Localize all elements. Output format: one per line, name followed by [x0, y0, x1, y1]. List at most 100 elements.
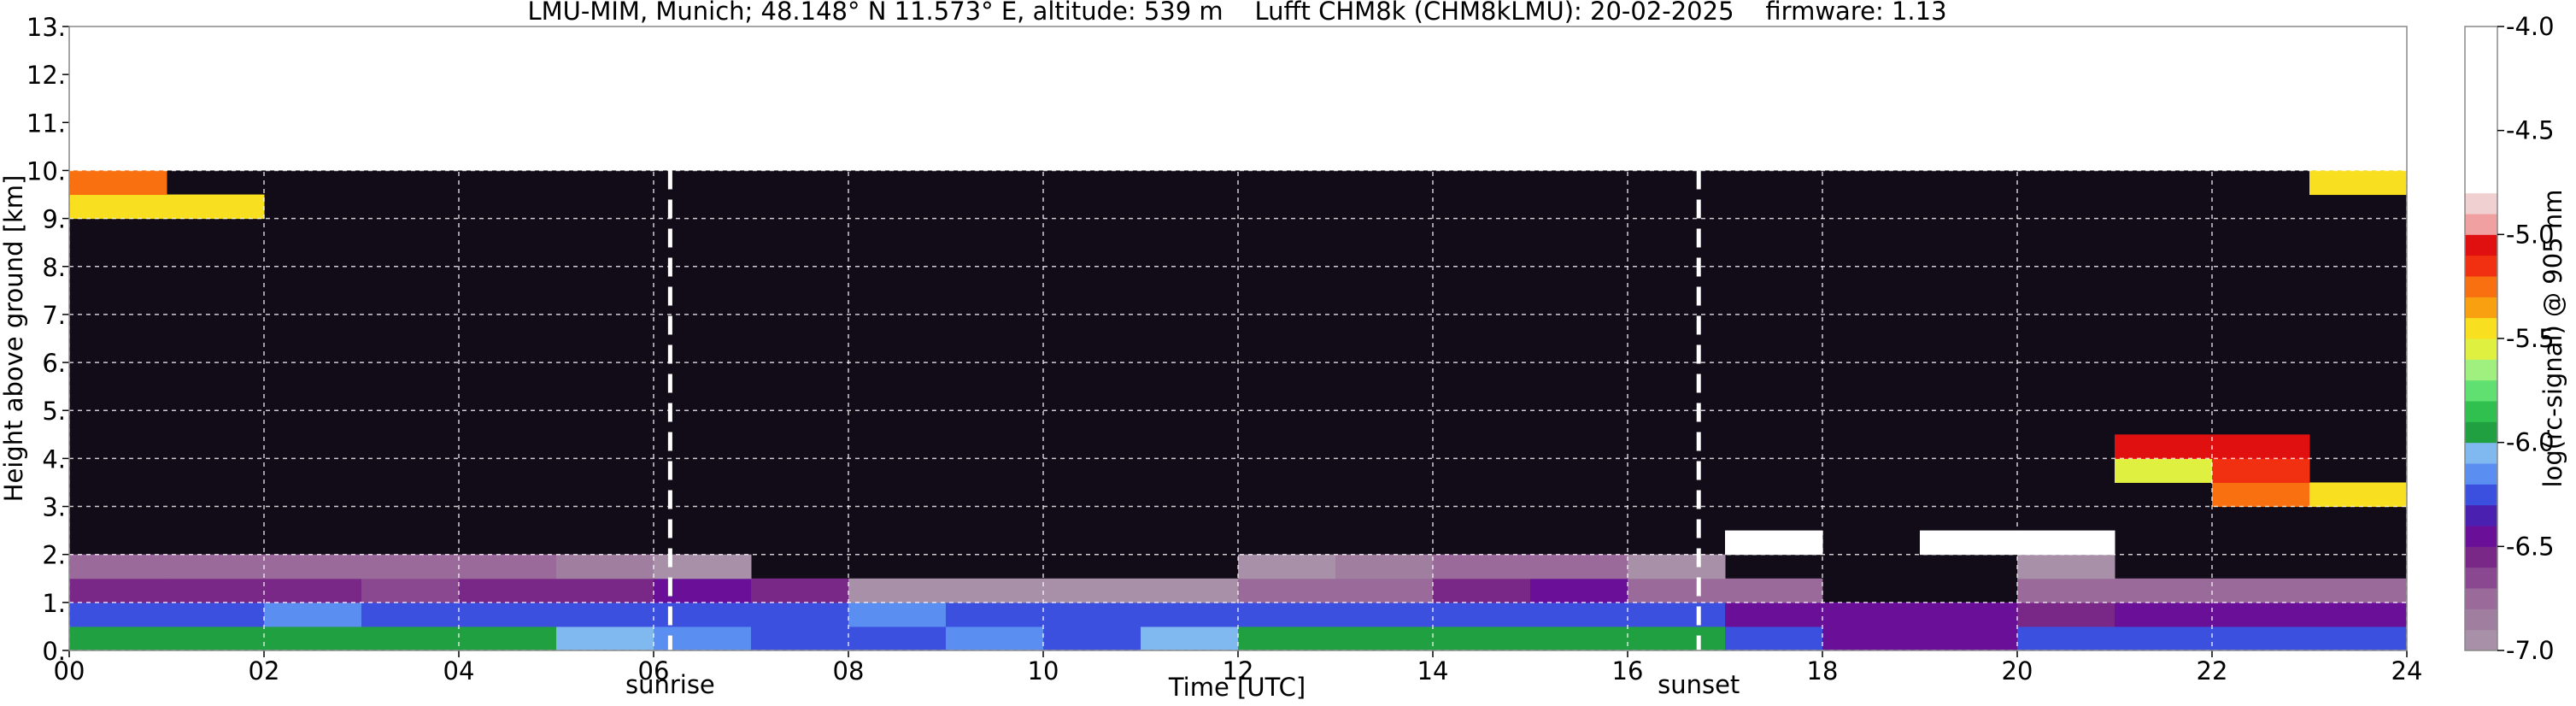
heatmap-cell	[1335, 626, 1434, 651]
heatmap-cell	[1238, 626, 1336, 651]
colorbar-tick-label: -6.5	[2506, 532, 2555, 561]
colorbar-band	[2465, 526, 2497, 547]
heatmap-cell	[1920, 602, 2018, 627]
heatmap-cell	[751, 602, 849, 627]
heatmap-cell	[1433, 602, 1531, 627]
heatmap-cell	[2212, 434, 2310, 459]
y-tick-label: 11.	[26, 109, 66, 138]
heatmap-cell	[1530, 602, 1628, 627]
x-tick-label: 24	[2391, 656, 2423, 685]
y-tick-label: 8.	[42, 253, 66, 282]
x-tick-label: 08	[833, 656, 865, 685]
colorbar-band	[2465, 26, 2497, 48]
plot-frame	[68, 26, 2408, 651]
x-tick-label: 18	[1807, 656, 1839, 685]
y-tick-label: 4.	[42, 444, 66, 474]
heatmap-cell	[1725, 602, 1823, 627]
heatmap-cell	[167, 602, 265, 627]
colorbar-band	[2465, 421, 2497, 444]
colorbar-band	[2465, 463, 2497, 485]
heatmap-cell	[2212, 482, 2310, 508]
colorbar-tick-label: -4.5	[2506, 116, 2555, 145]
colorbar-band	[2465, 192, 2497, 215]
heatmap-cell	[2309, 578, 2408, 603]
heatmap-cell	[1920, 626, 2018, 651]
heatmap-cell	[2212, 602, 2310, 627]
heatmap-cell	[1530, 554, 1628, 580]
colorbar-band	[2465, 130, 2497, 152]
heatmap-cell	[2115, 602, 2213, 627]
heatmap-cell	[167, 554, 265, 580]
heatmap-cell	[1335, 578, 1434, 603]
colorbar-band	[2465, 338, 2497, 360]
heatmap-cell	[1530, 578, 1628, 603]
heatmap-cell	[69, 578, 167, 603]
heatmap-cell	[1043, 602, 1141, 627]
heatmap-cell	[1238, 554, 1336, 580]
heatmap-cell	[361, 602, 460, 627]
y-tick-label: 1.	[42, 589, 66, 618]
heatmap-cell	[556, 626, 654, 651]
colorbar-band	[2465, 255, 2497, 277]
heatmap-cell	[167, 578, 265, 603]
heatmap-cell	[1238, 578, 1336, 603]
y-tick-label: 3.	[42, 493, 66, 522]
heatmap-cell	[1141, 602, 1239, 627]
y-tick-label: 0.	[42, 637, 66, 666]
x-tick-label: 10	[1028, 656, 1059, 685]
y-tick-label: 13.	[26, 13, 66, 42]
heatmap-cell	[167, 626, 265, 651]
y-tick-label: 6.	[42, 349, 66, 378]
colorbar-band	[2465, 297, 2497, 319]
heatmap-cell	[69, 194, 167, 220]
heatmap-cell	[1822, 602, 1921, 627]
colorbar-tick-label: -4.0	[2506, 12, 2555, 41]
colorbar-band	[2465, 47, 2497, 69]
x-tick-label: 22	[2197, 656, 2228, 685]
colorbar-band	[2465, 629, 2497, 651]
y-axis-label: Height above ground [km]	[0, 175, 28, 503]
chart-title: LMU-MIM, Munich; 48.148° N 11.573° E, al…	[527, 0, 1946, 26]
heatmap-cell	[556, 602, 654, 627]
colorbar-band	[2465, 89, 2497, 110]
annotation-label: sunrise	[625, 670, 715, 699]
colorbar-band	[2465, 68, 2497, 90]
colorbar-band	[2465, 234, 2497, 256]
heatmap-cell	[751, 626, 849, 651]
heatmap-cell	[2017, 530, 2115, 556]
heatmap-cell	[2309, 626, 2408, 651]
heatmap-cell	[1725, 626, 1823, 651]
heatmap-cell	[1628, 554, 1726, 580]
heatmap-cell	[2309, 170, 2408, 196]
heatmap-cell	[1628, 578, 1726, 603]
heatmap-cell	[556, 578, 654, 603]
heatmap-cell	[2115, 434, 2213, 459]
heatmap-cell	[2017, 626, 2115, 651]
y-tick-label: 5.	[42, 397, 66, 426]
x-tick-label: 16	[1612, 656, 1644, 685]
colorbar-band	[2465, 442, 2497, 464]
colorbar-band	[2465, 276, 2497, 297]
heatmap-cell	[556, 554, 654, 580]
x-axis-label: Time [UTC]	[1168, 673, 1306, 702]
colorbar-label: log(rc-signal) @ 905 nm	[2538, 190, 2567, 488]
heatmap-cell	[1628, 626, 1726, 651]
heatmap-cell	[2017, 602, 2115, 627]
heatmap-cell	[1433, 578, 1531, 603]
colorbar-band	[2465, 172, 2497, 194]
x-tick-label: 20	[2002, 656, 2033, 685]
y-tick-label: 10.	[26, 156, 66, 185]
heatmap-cell	[2017, 554, 2115, 580]
heatmap-cell	[2212, 626, 2310, 651]
heatmap-cell	[459, 602, 557, 627]
colorbar-band	[2465, 379, 2497, 402]
heatmap-cell	[459, 626, 557, 651]
colorbar-band	[2465, 317, 2497, 339]
heatmap-cell	[1141, 578, 1239, 603]
heatmap-cell	[2309, 602, 2408, 627]
x-tick-label: 14	[1417, 656, 1449, 685]
heatmap-cell	[2212, 578, 2310, 603]
heatmap-cell	[69, 626, 167, 651]
heatmap-cell	[1433, 626, 1531, 651]
colorbar-tick-label: -7.0	[2506, 636, 2555, 665]
